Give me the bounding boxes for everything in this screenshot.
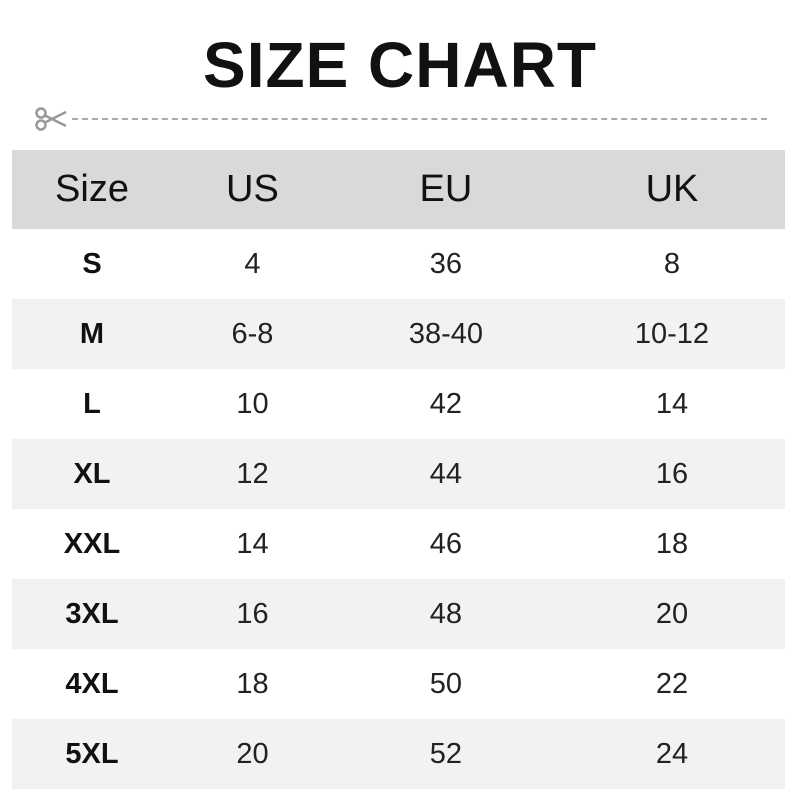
column-header: UK bbox=[558, 150, 785, 229]
table-cell: 8 bbox=[663, 247, 681, 280]
cut-line bbox=[34, 106, 769, 132]
table-row: M 6-8 38-40 10-12 bbox=[12, 299, 785, 369]
table-row: L 10 42 14 bbox=[12, 369, 785, 439]
table-cell: 20 bbox=[558, 579, 785, 649]
table-cell: 14 bbox=[655, 387, 689, 420]
table-cell: 4XL bbox=[65, 667, 119, 700]
table-cell: 48 bbox=[332, 579, 559, 649]
column-header: EU bbox=[332, 150, 559, 229]
table-cell: 22 bbox=[655, 667, 689, 700]
table-cell: 52 bbox=[332, 719, 559, 789]
table-cell: L bbox=[83, 387, 101, 420]
table-cell: 10-12 bbox=[558, 299, 785, 369]
table-cell: 4 bbox=[244, 247, 261, 280]
table-row: XXL 14 46 18 bbox=[12, 509, 785, 579]
table-cell: 44 bbox=[332, 439, 559, 509]
table-cell: 42 bbox=[429, 387, 463, 420]
table-cell: 6-8 bbox=[172, 299, 333, 369]
dashed-divider bbox=[72, 118, 767, 120]
table-cell: 46 bbox=[429, 527, 463, 560]
table-cell: 38-40 bbox=[332, 299, 559, 369]
table-row: S 4 36 8 bbox=[12, 229, 785, 299]
size-table: Size US EU UK S 4 36 8 M 6-8 38-40 10-12 L 10 42 14 XL 12… bbox=[12, 150, 785, 789]
table-row: 3XL 16 48 20 bbox=[12, 579, 785, 649]
table-cell: 36 bbox=[429, 247, 463, 280]
table-cell: 10 bbox=[236, 387, 269, 420]
column-header: Size bbox=[12, 150, 172, 229]
column-header: US bbox=[172, 150, 333, 229]
table-cell: 18 bbox=[236, 667, 269, 700]
table-cell: 5XL bbox=[12, 719, 172, 789]
table-row: 4XL 18 50 22 bbox=[12, 649, 785, 719]
table-cell: M bbox=[12, 299, 172, 369]
table-cell: 50 bbox=[429, 667, 463, 700]
table-row: 5XL 20 52 24 bbox=[12, 719, 785, 789]
table-cell: XXL bbox=[63, 527, 121, 560]
table-cell: 16 bbox=[172, 579, 333, 649]
scissors-icon bbox=[35, 107, 67, 131]
table-cell: S bbox=[82, 247, 102, 280]
table-cell: 24 bbox=[558, 719, 785, 789]
table-cell: 18 bbox=[655, 527, 689, 560]
table-cell: 16 bbox=[558, 439, 785, 509]
table-cell: XL bbox=[12, 439, 172, 509]
table-cell: 14 bbox=[236, 527, 269, 560]
table-cell: 20 bbox=[172, 719, 333, 789]
table-cell: 12 bbox=[172, 439, 333, 509]
table-cell: 3XL bbox=[12, 579, 172, 649]
table-row: XL 12 44 16 bbox=[12, 439, 785, 509]
page-title: SIZE CHART bbox=[203, 29, 597, 101]
